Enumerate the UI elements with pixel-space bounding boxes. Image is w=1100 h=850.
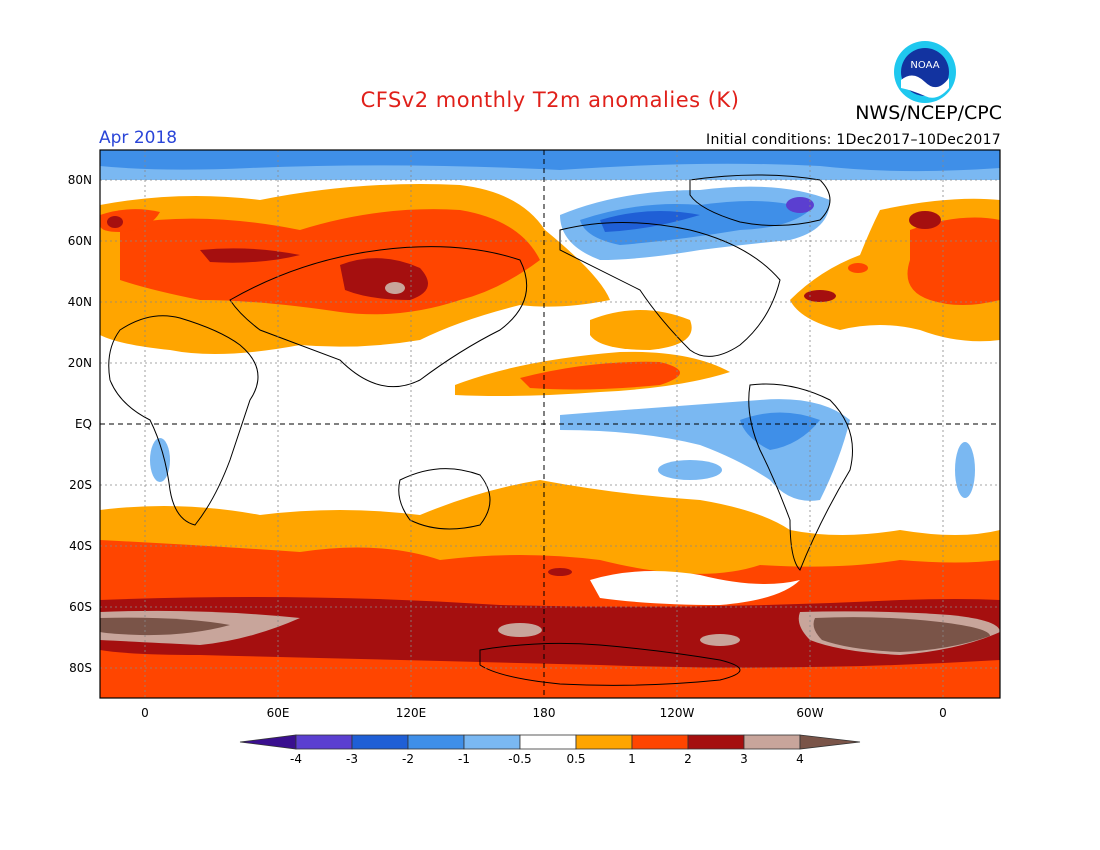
colorbar-swatch <box>351 734 409 750</box>
noaa-logo-icon: NOAA <box>894 41 956 103</box>
forecast-period: Apr 2018 <box>99 128 178 148</box>
lat-label: 20N <box>68 356 92 370</box>
lat-label: 40N <box>68 295 92 309</box>
colorbar-label: 2 <box>684 752 692 766</box>
colorbar-swatch <box>463 734 521 750</box>
colorbar-label: -1 <box>458 752 470 766</box>
lon-label: 60E <box>267 706 290 720</box>
lat-label: 60S <box>69 600 92 614</box>
agency-label: NWS/NCEP/CPC <box>855 102 1002 124</box>
lon-label: 60W <box>796 706 823 720</box>
svg-text:NOAA: NOAA <box>910 60 939 71</box>
lat-label: 60N <box>68 234 92 248</box>
gridlines <box>100 150 1000 698</box>
lat-label: 40S <box>69 539 92 553</box>
colorbar-label: -3 <box>346 752 358 766</box>
colorbar-min-arrow <box>239 734 297 750</box>
colorbar-label: 0.5 <box>566 752 585 766</box>
initial-conditions: Initial conditions: 1Dec2017–10Dec2017 <box>706 132 1001 148</box>
lat-label: EQ <box>75 417 92 431</box>
map-frame <box>99 149 1001 699</box>
colorbar-label: -4 <box>290 752 302 766</box>
lon-label: 120W <box>660 706 695 720</box>
map-title: CFSv2 monthly T2m anomalies (K) <box>360 88 740 112</box>
colorbar-label: -0.5 <box>508 752 531 766</box>
colorbar-swatch <box>687 734 745 750</box>
colorbar-label: 3 <box>740 752 748 766</box>
coastlines <box>108 174 853 686</box>
colorbar-swatch <box>575 734 633 750</box>
colorbar-max-arrow <box>799 734 861 750</box>
lat-label: 80N <box>68 173 92 187</box>
lat-label: 80S <box>69 661 92 675</box>
colorbar-label: -2 <box>402 752 414 766</box>
colorbar-swatch <box>519 734 577 750</box>
latitude-labels: 80N 60N 40N 20N EQ 20S 40S 60S 80S <box>68 173 92 675</box>
lon-label: 0 <box>939 706 947 720</box>
lon-label: 180 <box>533 706 556 720</box>
colorbar-swatch <box>743 734 801 750</box>
colorbar-swatch <box>631 734 689 750</box>
lon-label: 0 <box>141 706 149 720</box>
colorbar <box>239 734 861 750</box>
longitude-labels: 0 60E 120E 180 120W 60W 0 <box>141 706 947 720</box>
lon-label: 120E <box>396 706 427 720</box>
colorbar-label: 4 <box>796 752 804 766</box>
colorbar-label: 1 <box>628 752 636 766</box>
colorbar-swatch <box>295 734 353 750</box>
colorbar-labels: -4 -3 -2 -1 -0.5 0.5 1 2 3 4 <box>290 752 804 766</box>
colorbar-swatch <box>407 734 465 750</box>
lat-label: 20S <box>69 478 92 492</box>
